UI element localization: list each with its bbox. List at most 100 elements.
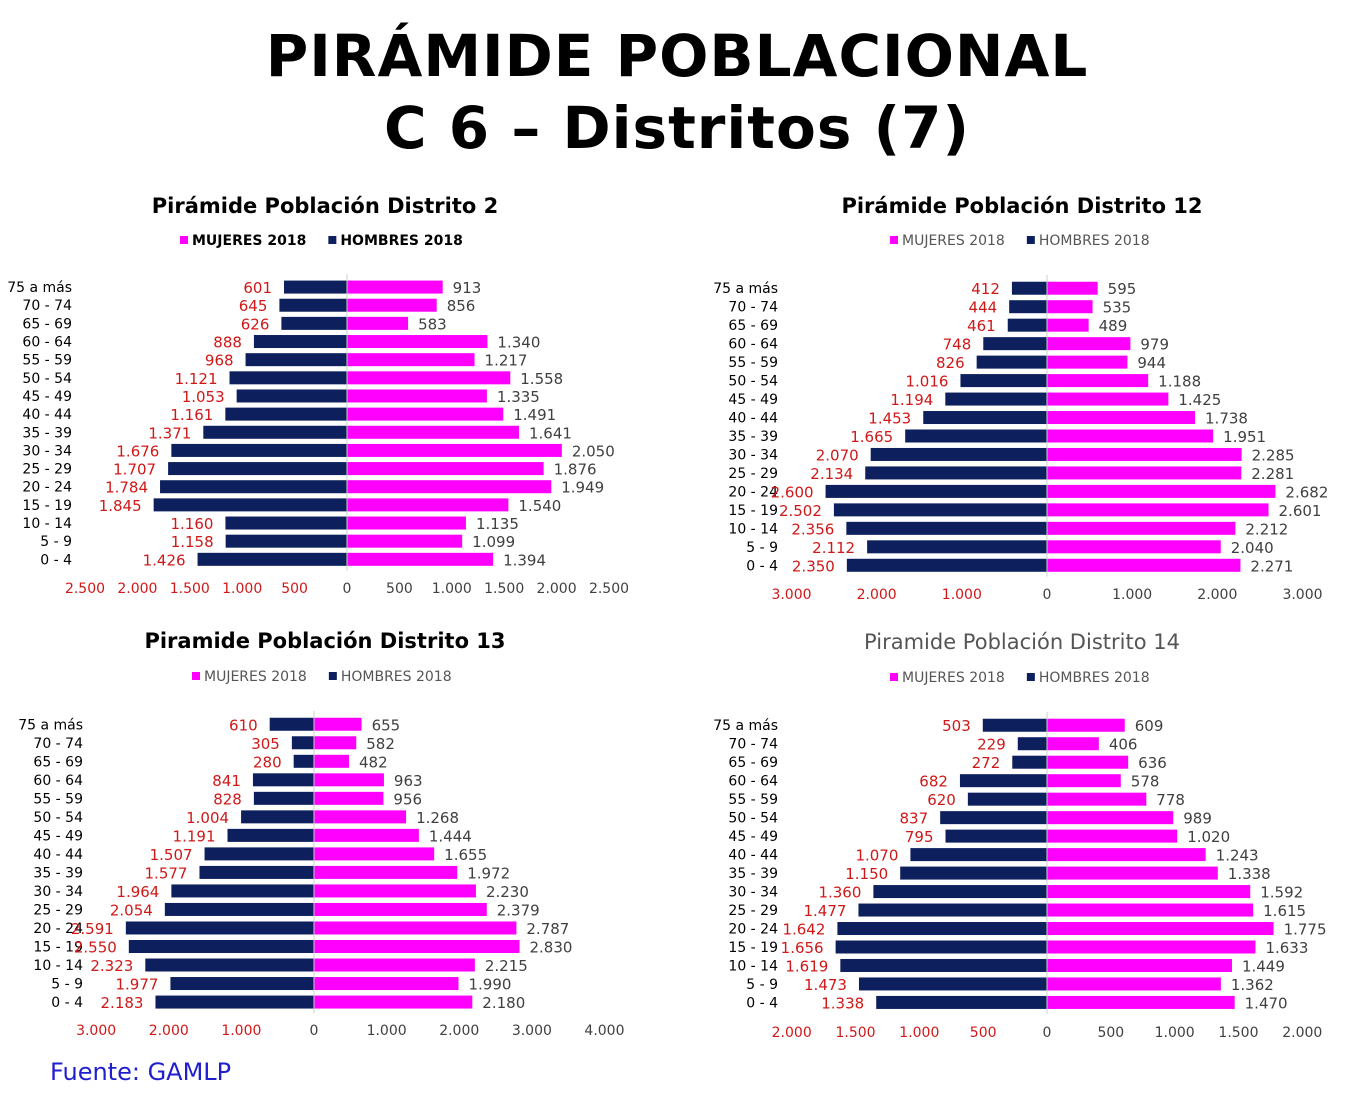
x-tick-label: 3.000 bbox=[1282, 587, 1322, 603]
data-label-mujeres: 1.990 bbox=[469, 976, 512, 994]
category-label: 45 - 49 bbox=[728, 829, 778, 845]
x-tick-label: 500 bbox=[970, 1025, 997, 1041]
category-label: 0 - 4 bbox=[746, 558, 778, 574]
data-label-mujeres: 1.217 bbox=[485, 352, 528, 370]
chart-svg: Pirámide Población Distrito 2 MUJERES 201… bbox=[7, 194, 629, 597]
chart-distrito-12: Pirámide Población Distrito 12 MUJERES 20… bbox=[680, 178, 1354, 608]
data-label-mujeres: 1.655 bbox=[444, 846, 487, 864]
x-tick-label: 2.000 bbox=[1282, 1025, 1322, 1041]
category-label: 55 - 59 bbox=[728, 792, 778, 808]
data-label-mujeres: 1.470 bbox=[1245, 994, 1288, 1012]
category-label: 45 - 49 bbox=[33, 828, 83, 844]
category-label: 20 - 24 bbox=[33, 921, 83, 937]
data-label-mujeres: 2.379 bbox=[497, 901, 540, 919]
legend-swatch-mujeres bbox=[890, 236, 898, 244]
data-label-mujeres: 655 bbox=[372, 716, 401, 734]
category-label: 5 - 9 bbox=[40, 534, 72, 550]
bar-hombres bbox=[846, 558, 1047, 572]
data-label-mujeres: 1.362 bbox=[1231, 976, 1274, 994]
data-label-mujeres: 1.188 bbox=[1158, 373, 1201, 391]
bar-mujeres bbox=[1047, 958, 1232, 972]
category-label: 60 - 64 bbox=[22, 335, 72, 351]
data-label-mujeres: 2.050 bbox=[572, 442, 615, 460]
data-label-hombres: 2.112 bbox=[812, 539, 855, 557]
data-label-mujeres: 1.394 bbox=[503, 551, 546, 569]
chart-title: Piramide Población Distrito 14 bbox=[864, 630, 1180, 654]
x-tick-label: 2.000 bbox=[149, 1023, 189, 1039]
bar-hombres bbox=[155, 995, 314, 1009]
bar-hombres bbox=[900, 866, 1047, 880]
data-label-hombres: 503 bbox=[942, 717, 971, 735]
chart-title: Pirámide Población Distrito 2 bbox=[152, 194, 498, 218]
data-label-hombres: 2.183 bbox=[101, 994, 144, 1012]
bar-hombres bbox=[1017, 737, 1047, 751]
legend-label-hombres: HOMBRES 2018 bbox=[340, 233, 463, 249]
data-label-hombres: 1.360 bbox=[818, 884, 861, 902]
data-label-mujeres: 979 bbox=[1140, 336, 1169, 354]
data-label-mujeres: 1.738 bbox=[1205, 410, 1248, 428]
x-tick-label: 2.000 bbox=[1197, 587, 1237, 603]
category-label: 70 - 74 bbox=[728, 300, 778, 316]
bar-hombres bbox=[910, 848, 1047, 862]
data-label-hombres: 1.845 bbox=[99, 497, 142, 515]
category-label: 45 - 49 bbox=[22, 389, 72, 405]
x-tick-label: 1.000 bbox=[367, 1023, 407, 1039]
bar-mujeres bbox=[1047, 718, 1125, 732]
data-label-mujeres: 2.212 bbox=[1245, 520, 1288, 538]
bar-mujeres bbox=[1047, 521, 1236, 535]
category-label: 65 - 69 bbox=[33, 754, 83, 770]
data-label-hombres: 461 bbox=[967, 317, 996, 335]
category-label: 40 - 44 bbox=[728, 411, 778, 427]
data-label-mujeres: 1.243 bbox=[1216, 847, 1259, 865]
legend-label-mujeres: MUJERES 2018 bbox=[192, 233, 306, 249]
bar-mujeres bbox=[1047, 774, 1121, 788]
bar-mujeres bbox=[347, 480, 552, 494]
bar-hombres bbox=[291, 736, 314, 750]
chart-svg: Pirámide Población Distrito 12 MUJERES 20… bbox=[713, 194, 1328, 603]
data-label-hombres: 1.477 bbox=[804, 902, 847, 920]
data-label-hombres: 1.371 bbox=[148, 424, 191, 442]
bar-hombres bbox=[967, 792, 1047, 806]
category-label: 50 - 54 bbox=[33, 810, 83, 826]
bar-hombres bbox=[840, 958, 1047, 972]
category-label: 5 - 9 bbox=[746, 977, 778, 993]
bar-hombres bbox=[945, 829, 1047, 843]
data-label-hombres: 2.591 bbox=[71, 920, 114, 938]
category-label: 30 - 34 bbox=[33, 884, 83, 900]
data-label-hombres: 1.619 bbox=[785, 957, 828, 975]
bar-hombres bbox=[245, 353, 347, 367]
chart-distrito-14: Piramide Población Distrito 14 MUJERES 20… bbox=[680, 614, 1354, 1054]
bar-hombres bbox=[945, 392, 1047, 406]
data-label-hombres: 748 bbox=[943, 336, 972, 354]
data-label-hombres: 1.426 bbox=[143, 551, 186, 569]
bar-mujeres bbox=[1047, 737, 1099, 751]
x-tick-label: 1.000 bbox=[942, 587, 982, 603]
bar-mujeres bbox=[347, 425, 519, 439]
bar-hombres bbox=[876, 995, 1047, 1009]
category-label: 70 - 74 bbox=[22, 298, 72, 314]
data-label-hombres: 601 bbox=[243, 279, 272, 297]
x-tick-label: 1.000 bbox=[222, 581, 262, 597]
data-label-mujeres: 1.540 bbox=[518, 497, 561, 515]
bar-mujeres bbox=[347, 407, 504, 421]
bar-mujeres bbox=[1047, 558, 1241, 572]
category-label: 75 a más bbox=[18, 717, 83, 733]
data-label-hombres: 1.665 bbox=[850, 428, 893, 446]
x-tick-label: 2.500 bbox=[589, 581, 629, 597]
bar-hombres bbox=[269, 717, 314, 731]
bar-mujeres bbox=[1047, 411, 1196, 425]
data-label-hombres: 2.550 bbox=[74, 939, 117, 957]
data-label-hombres: 841 bbox=[212, 772, 241, 790]
bar-mujeres bbox=[347, 498, 509, 512]
x-tick-label: 2.000 bbox=[439, 1023, 479, 1039]
data-label-mujeres: 2.285 bbox=[1252, 446, 1295, 464]
category-label: 60 - 64 bbox=[728, 774, 778, 790]
data-label-mujeres: 1.340 bbox=[497, 334, 540, 352]
bar-mujeres bbox=[1047, 995, 1235, 1009]
bar-hombres bbox=[197, 552, 347, 566]
category-label: 70 - 74 bbox=[728, 737, 778, 753]
data-label-hombres: 2.134 bbox=[810, 465, 853, 483]
data-label-mujeres: 2.040 bbox=[1231, 539, 1274, 557]
bar-hombres bbox=[204, 847, 314, 861]
x-tick-label: 1.000 bbox=[432, 581, 472, 597]
